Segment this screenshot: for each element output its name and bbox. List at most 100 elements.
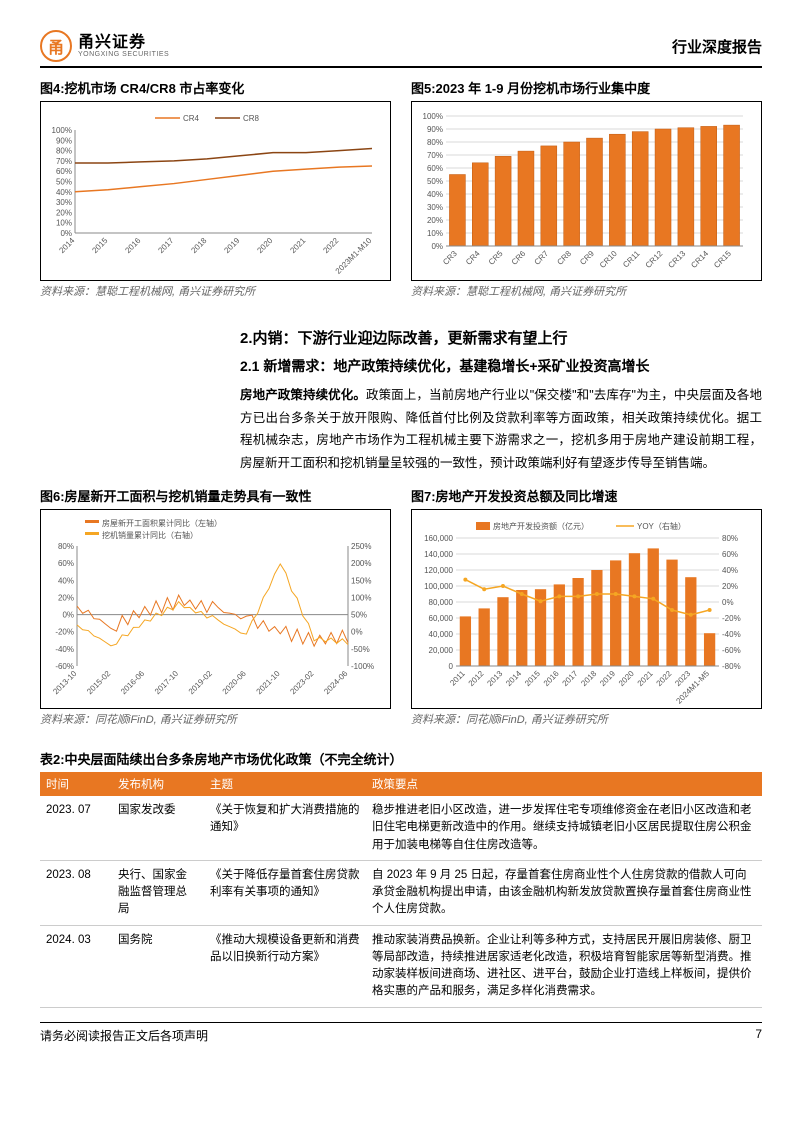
logo-icon: 甬 [40,30,72,62]
svg-text:100%: 100% [52,126,72,135]
svg-text:2019: 2019 [222,236,241,255]
svg-text:2015: 2015 [523,669,542,688]
svg-text:2019: 2019 [598,669,617,688]
svg-text:40%: 40% [427,190,443,199]
table-cell: 自 2023 年 9 月 25 日起，存量首套住房商业性个人住房贷款的借款人可向… [366,860,762,925]
table-row: 2024. 03国务院《推动大规模设备更新和消费品以旧换新行动方案》推动家装消费… [40,925,762,1007]
svg-text:2020-06: 2020-06 [221,669,249,697]
svg-text:CR9: CR9 [578,249,596,267]
svg-text:2018: 2018 [189,236,208,255]
section-2-paragraph: 房地产政策持续优化。政策面上，当前房地产行业以"保交楼"和"去库存"为主，中央层… [40,384,762,474]
svg-text:60%: 60% [56,167,72,176]
svg-text:80%: 80% [58,542,74,551]
svg-text:CR12: CR12 [644,249,665,270]
svg-text:20%: 20% [58,593,74,602]
svg-text:250%: 250% [351,542,371,551]
svg-text:100%: 100% [351,593,371,602]
svg-text:CR14: CR14 [689,249,710,270]
svg-text:160,000: 160,000 [424,534,453,543]
svg-text:100%: 100% [423,112,443,121]
svg-text:CR5: CR5 [487,249,505,267]
svg-text:2015-02: 2015-02 [85,669,113,697]
table-cell: 《关于降低存量首套住房贷款利率有关事项的通知》 [204,860,366,925]
svg-text:2020: 2020 [617,669,636,688]
svg-text:2016: 2016 [542,669,561,688]
table-cell: 《关于恢复和扩大消费措施的通知》 [204,796,366,860]
table-cell: 国务院 [112,925,204,1007]
svg-text:10%: 10% [56,219,72,228]
svg-text:200%: 200% [351,559,371,568]
svg-text:140,000: 140,000 [424,550,453,559]
report-type: 行业深度报告 [672,36,762,57]
table-header: 发布机构 [112,772,204,796]
table-row: 2023. 07国家发改委《关于恢复和扩大消费措施的通知》稳步推进老旧小区改造，… [40,796,762,860]
svg-text:CR3: CR3 [441,249,459,267]
fig6-title: 图6:房屋新开工面积与挖机销量走势具有一致性 [40,486,391,505]
svg-text:40%: 40% [58,576,74,585]
svg-text:50%: 50% [427,177,443,186]
svg-text:2018: 2018 [579,669,598,688]
svg-text:60,000: 60,000 [429,614,454,623]
fig6-source: 资料来源：同花顺iFinD, 甬兴证券研究所 [40,711,391,727]
table-cell: 2023. 07 [40,796,112,860]
svg-text:-20%: -20% [55,628,74,637]
svg-text:2017-10: 2017-10 [153,669,181,697]
fig4-title: 图4:挖机市场 CR4/CR8 市占率变化 [40,78,391,97]
svg-text:-60%: -60% [722,646,741,655]
fig7-title: 图7:房地产开发投资总额及同比增速 [411,486,762,505]
svg-text:-100%: -100% [351,662,374,671]
page-header: 甬 甬兴证券 YONGXING SECURITIES 行业深度报告 [40,30,762,68]
svg-text:2017: 2017 [561,669,580,688]
svg-text:40,000: 40,000 [429,630,454,639]
fig6-chart: 房屋新开工面积累计同比（左轴）挖机销量累计同比（右轴）-60%-40%-20%0… [40,509,391,709]
svg-text:2019-02: 2019-02 [187,669,215,697]
table-header: 主题 [204,772,366,796]
svg-text:-50%: -50% [351,645,370,654]
svg-text:0%: 0% [431,242,443,251]
svg-text:0%: 0% [62,611,74,620]
svg-text:20%: 20% [427,216,443,225]
para-bold: 房地产政策持续优化。 [240,388,366,402]
svg-text:80%: 80% [427,138,443,147]
svg-text:2015: 2015 [90,236,109,255]
svg-text:2023M1-M10: 2023M1-M10 [334,236,374,276]
svg-text:CR13: CR13 [666,249,687,270]
svg-text:-40%: -40% [722,630,741,639]
fig5-title: 图5:2023 年 1-9 月份挖机市场行业集中度 [411,78,762,97]
svg-text:40%: 40% [722,566,738,575]
section-2-1-heading: 2.1 新增需求：地产政策持续优化，基建稳增长+采矿业投资高增长 [40,356,762,376]
svg-text:20,000: 20,000 [429,646,454,655]
svg-text:2021-10: 2021-10 [255,669,283,697]
table2: 时间发布机构主题政策要点 2023. 07国家发改委《关于恢复和扩大消费措施的通… [40,772,762,1008]
svg-text:2024-06: 2024-06 [322,669,350,697]
svg-text:CR15: CR15 [712,249,733,270]
svg-text:60%: 60% [58,559,74,568]
svg-text:2011: 2011 [448,669,467,688]
page-number: 7 [755,1027,762,1044]
svg-text:120,000: 120,000 [424,566,453,575]
svg-text:50%: 50% [56,178,72,187]
table-header: 政策要点 [366,772,762,796]
svg-text:100,000: 100,000 [424,582,453,591]
svg-text:20%: 20% [722,582,738,591]
svg-text:CR6: CR6 [510,249,528,267]
svg-text:2013-10: 2013-10 [51,669,79,697]
table-header: 时间 [40,772,112,796]
footer-note: 请务必阅读报告正文后各项声明 [40,1027,208,1044]
logo-cn: 甬兴证券 [78,35,169,51]
svg-text:0%: 0% [351,628,363,637]
fig7-source: 资料来源：同花顺iFinD, 甬兴证券研究所 [411,711,762,727]
svg-text:2020: 2020 [255,236,274,255]
svg-text:-20%: -20% [722,614,741,623]
svg-text:2014: 2014 [57,236,76,255]
svg-text:挖机销量累计同比（右轴）: 挖机销量累计同比（右轴） [102,530,198,540]
svg-text:70%: 70% [56,157,72,166]
svg-text:房地产开发投资额（亿元）: 房地产开发投资额（亿元） [493,521,589,531]
fig4-chart: CR4CR80%10%20%30%40%50%60%70%80%90%100%2… [40,101,391,281]
svg-text:房屋新开工面积累计同比（左轴）: 房屋新开工面积累计同比（左轴） [102,518,222,528]
svg-text:80%: 80% [56,147,72,156]
svg-text:CR11: CR11 [621,249,642,270]
section-2-heading: 2.内销：下游行业迎边际改善，更新需求有望上行 [40,327,762,348]
svg-text:2016-06: 2016-06 [119,669,147,697]
svg-text:50%: 50% [351,611,367,620]
